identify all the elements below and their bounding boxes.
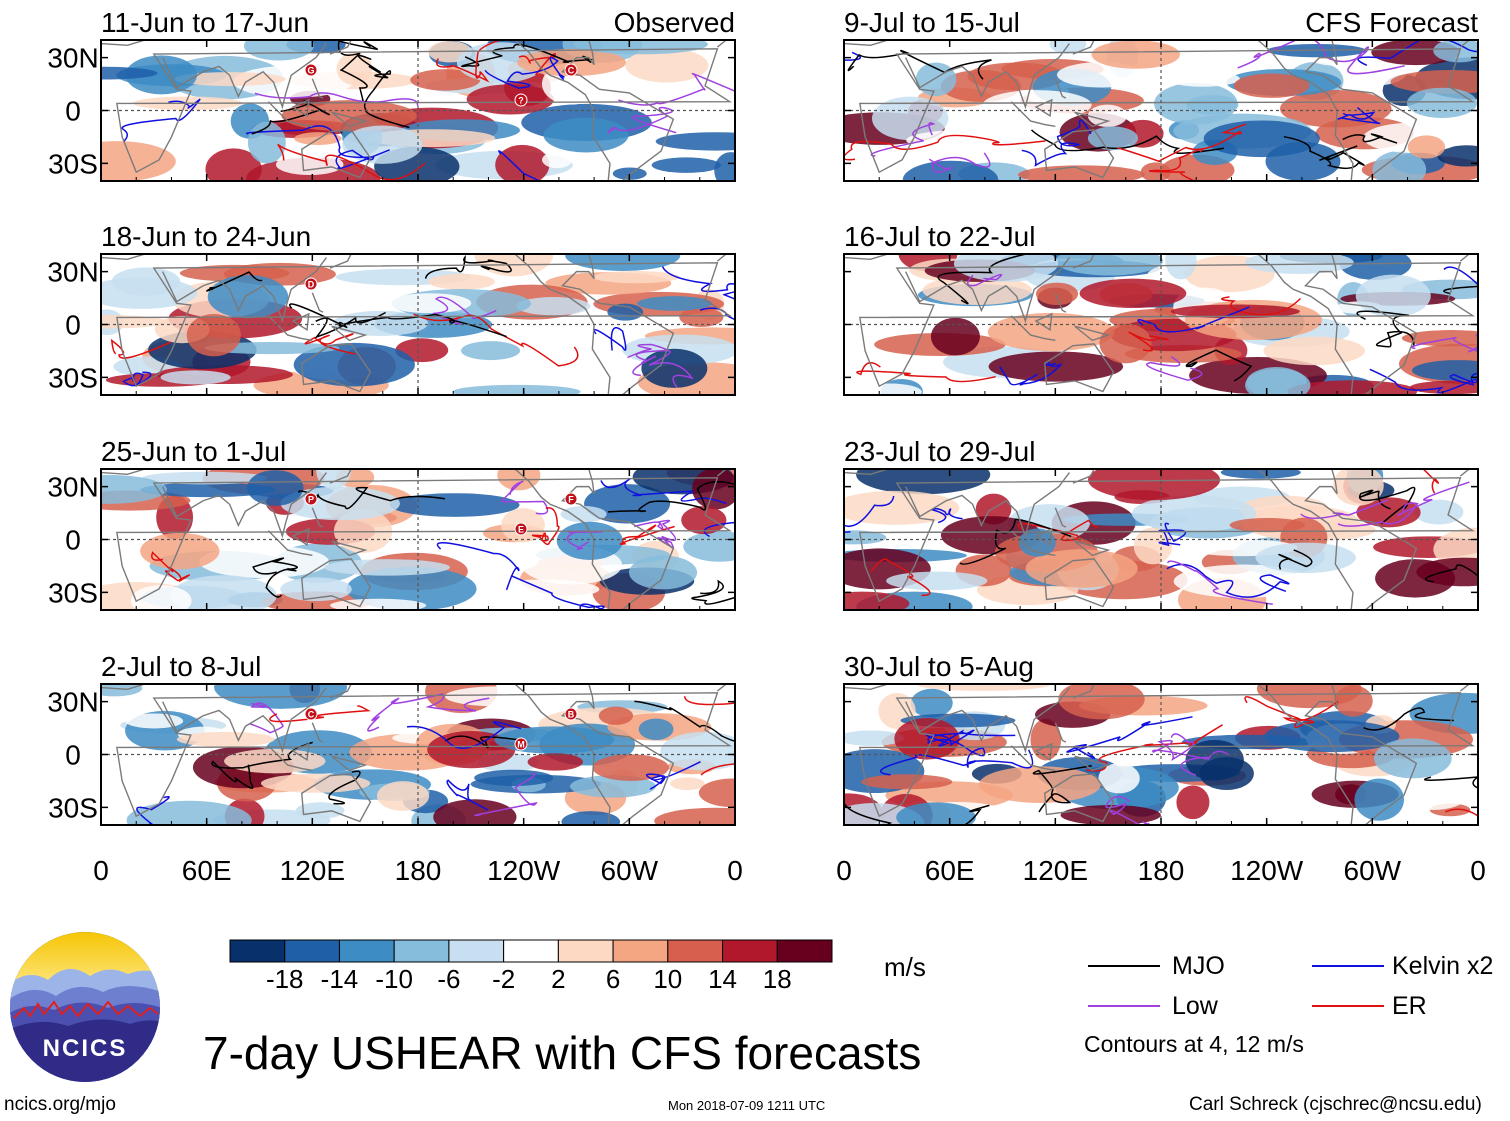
footer-credit: Carl Schreck (cjschrec@ncsu.edu) — [1189, 1094, 1482, 1115]
x-tick-label: 120E — [1023, 855, 1088, 886]
x-tick-label: 60W — [601, 855, 659, 886]
panel-title-3: 25-Jun to 1-Jul — [101, 436, 286, 467]
y-tick-label: 30S — [48, 792, 98, 823]
svg-text:?: ? — [518, 96, 524, 106]
svg-text:C: C — [568, 66, 575, 76]
y-tick-label: 30N — [47, 472, 98, 503]
storm-marker-c: C — [564, 63, 578, 77]
colorbar-label: 2 — [551, 964, 565, 994]
colorbar-label: 6 — [606, 964, 620, 994]
storm-marker-m: M — [514, 737, 528, 751]
colorbar-swatch — [612, 939, 669, 963]
svg-text:P: P — [308, 495, 314, 505]
svg-text:F: F — [568, 495, 574, 505]
main-title: 7-day USHEAR with CFS forecasts — [203, 1027, 922, 1079]
colorbar-label: -6 — [437, 964, 460, 994]
legend-label-er: ER — [1392, 992, 1427, 1020]
y-tick-label: 30S — [48, 577, 98, 608]
panel-title-1: 11-Jun to 17-Jun — [101, 7, 309, 38]
storm-marker-e: E — [514, 522, 528, 536]
storm-marker-d: D — [304, 277, 318, 291]
colorbar-swatch — [503, 939, 559, 963]
map-panel-7: 23-Jul to 29-Jul — [843, 436, 1479, 611]
x-tick-label: 0 — [93, 855, 109, 886]
x-tick-label: 120W — [487, 855, 561, 886]
colorbar-swatch — [667, 939, 724, 963]
y-tick-label: 30N — [47, 687, 98, 718]
x-tick-label: 120E — [280, 855, 345, 886]
x-tick-label: 60W — [1344, 855, 1402, 886]
colorbar: -18 -14 -10 -6 -2 2 6 10 14 18 — [229, 939, 833, 994]
svg-text:B: B — [568, 710, 575, 720]
y-tick-label: 0 — [65, 310, 81, 341]
svg-text:E: E — [518, 525, 524, 535]
footer-source-url: ncics.org/mjo — [4, 1094, 116, 1115]
storm-marker-?: ? — [514, 93, 528, 107]
colorbar-units: m/s — [884, 952, 926, 982]
colorbar-label: 18 — [763, 964, 792, 994]
colorbar-swatch — [284, 939, 340, 963]
colorbar-label: 10 — [653, 964, 682, 994]
x-tick-label: 60E — [925, 855, 975, 886]
storm-marker-p: P — [304, 492, 318, 506]
x-tick-label: 180 — [1138, 855, 1185, 886]
x-tick-label: 0 — [727, 855, 743, 886]
svg-text:M: M — [517, 740, 525, 750]
colorbar-label: -18 — [266, 964, 304, 994]
panel-title-4: 2-Jul to 8-Jul — [101, 651, 261, 682]
map-panel-5: 9-Jul to 15-Jul CFS Forecast — [843, 7, 1479, 182]
legend-label-kelvin: Kelvin x2 — [1392, 952, 1494, 980]
svg-text:G: G — [307, 66, 314, 76]
panel-title-6: 16-Jul to 22-Jul — [844, 221, 1035, 252]
colorbar-swatch — [338, 939, 395, 963]
x-tick-label: 0 — [836, 855, 852, 886]
legend-note: Contours at 4, 12 m/s — [1084, 1031, 1304, 1057]
panel-title-7: 23-Jul to 29-Jul — [844, 436, 1035, 467]
storm-marker-b: B — [564, 707, 578, 721]
svg-text:C: C — [308, 710, 315, 720]
panel-title-5: 9-Jul to 15-Jul — [844, 7, 1020, 38]
y-tick-label: 0 — [65, 740, 81, 771]
colorbar-swatch — [776, 939, 833, 963]
y-tick-label: 0 — [65, 525, 81, 556]
y-tick-label: 0 — [65, 96, 81, 127]
legend-label-mjo: MJO — [1172, 952, 1225, 980]
storm-marker-g: G — [304, 63, 318, 77]
y-tick-label: 30N — [47, 257, 98, 288]
legend-label-low: Low — [1172, 992, 1218, 1020]
ncics-logo: NCICS — [10, 932, 160, 1082]
map-panel-8: 30-Jul to 5-Aug — [843, 651, 1479, 826]
colorbar-label: -2 — [492, 964, 515, 994]
colorbar-swatch — [448, 939, 505, 963]
x-tick-label: 60E — [182, 855, 232, 886]
footer-timestamp: Mon 2018-07-09 1211 UTC — [668, 1098, 826, 1113]
x-tick-label: 120W — [1230, 855, 1304, 886]
logo-text: NCICS — [43, 1035, 128, 1062]
storm-marker-f: F — [564, 492, 578, 506]
y-tick-label: 30S — [48, 362, 98, 393]
y-tick-label: 30S — [48, 148, 98, 179]
x-tick-label: 0 — [1470, 855, 1486, 886]
panel-title-2: 18-Jun to 24-Jun — [101, 221, 311, 252]
colorbar-label: -10 — [375, 964, 413, 994]
panel-title-8: 30-Jul to 5-Aug — [844, 651, 1034, 682]
svg-text:D: D — [308, 280, 315, 290]
storm-marker-c: C — [304, 707, 318, 721]
map-panel-6: 16-Jul to 22-Jul — [843, 221, 1479, 396]
colorbar-label: 14 — [708, 964, 737, 994]
x-tick-label: 180 — [395, 855, 442, 886]
panel-label-1: Observed — [614, 7, 735, 38]
colorbar-label: -14 — [321, 964, 359, 994]
colorbar-swatch — [393, 939, 450, 963]
colorbar-swatch — [722, 939, 778, 963]
panel-label-5: CFS Forecast — [1305, 7, 1478, 38]
y-tick-label: 30N — [47, 43, 98, 74]
colorbar-swatch — [229, 939, 286, 963]
colorbar-swatch — [557, 939, 614, 963]
map-panel-1: G? C 11-Jun to 17-Jun Observed 30N 0 30S — [47, 7, 736, 182]
